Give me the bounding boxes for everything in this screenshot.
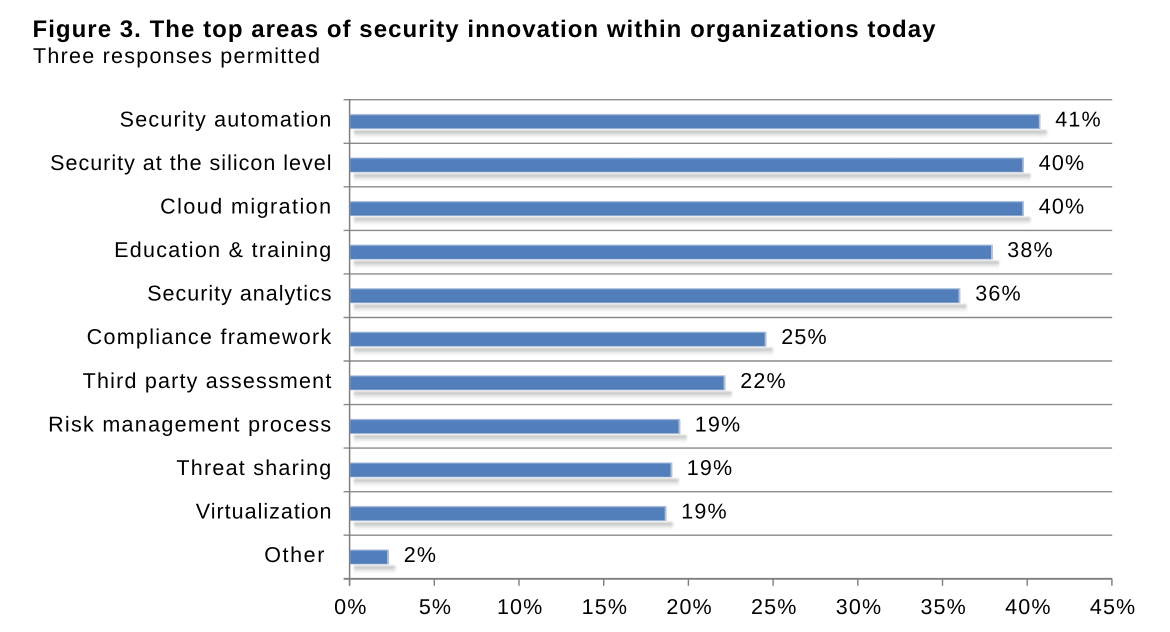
svg-text:Third party assessment: Third party assessment [83, 369, 333, 393]
svg-text:40%: 40% [1005, 595, 1051, 619]
svg-text:41%: 41% [1055, 108, 1101, 132]
svg-text:36%: 36% [975, 282, 1021, 306]
svg-text:10%: 10% [497, 595, 543, 619]
svg-text:Figure 3. The top areas of sec: Figure 3. The top areas of security inno… [33, 16, 937, 43]
svg-text:Education & training: Education & training [114, 238, 332, 262]
svg-text:40%: 40% [1039, 195, 1085, 219]
svg-text:45%: 45% [1090, 595, 1136, 619]
svg-text:38%: 38% [1007, 238, 1053, 262]
svg-text:22%: 22% [740, 369, 786, 393]
svg-text:20%: 20% [666, 595, 712, 619]
svg-text:Three responses permitted: Three responses permitted [33, 44, 321, 68]
svg-text:Other: Other [264, 543, 326, 567]
svg-text:0%: 0% [334, 595, 367, 619]
svg-text:Security automation: Security automation [120, 108, 333, 132]
svg-text:35%: 35% [920, 595, 966, 619]
svg-text:Risk management process: Risk management process [48, 412, 332, 436]
svg-text:Threat sharing: Threat sharing [176, 456, 332, 480]
svg-text:Cloud migration: Cloud migration [160, 195, 332, 219]
svg-text:19%: 19% [681, 500, 727, 524]
svg-text:Virtualization: Virtualization [196, 500, 333, 524]
svg-text:30%: 30% [836, 595, 882, 619]
svg-text:5%: 5% [419, 595, 452, 619]
svg-text:2%: 2% [404, 543, 437, 567]
svg-text:25%: 25% [781, 325, 827, 349]
svg-text:40%: 40% [1039, 151, 1085, 175]
svg-text:Security at the silicon level: Security at the silicon level [50, 151, 332, 175]
svg-text:Compliance framework: Compliance framework [87, 325, 333, 349]
svg-text:19%: 19% [687, 456, 733, 480]
svg-text:Security analytics: Security analytics [147, 282, 332, 306]
svg-text:19%: 19% [695, 412, 741, 436]
svg-text:15%: 15% [582, 595, 628, 619]
svg-text:25%: 25% [751, 595, 797, 619]
